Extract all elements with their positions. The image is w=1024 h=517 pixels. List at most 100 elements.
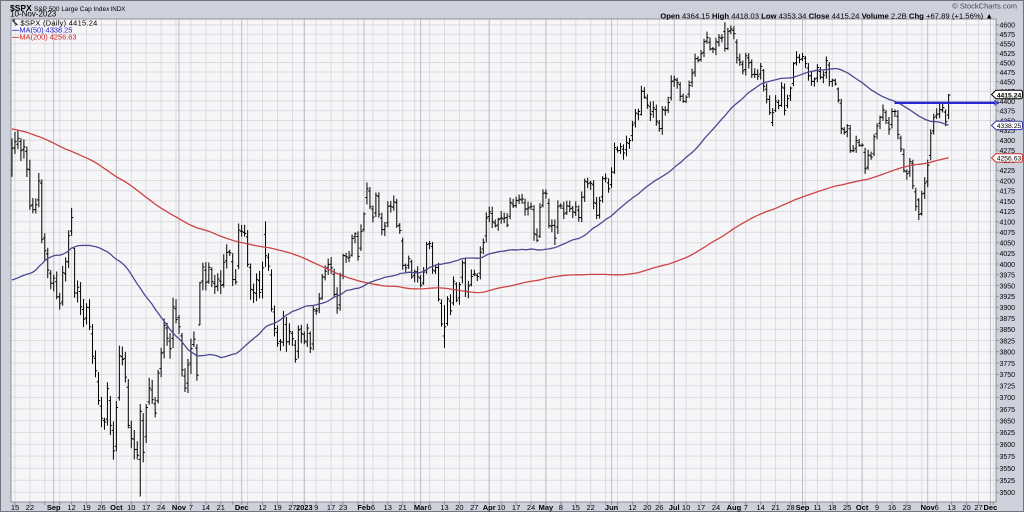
svg-text:3850: 3850 (1000, 327, 1016, 334)
svg-text:21: 21 (399, 503, 407, 512)
svg-text:3500: 3500 (1000, 490, 1016, 497)
svg-text:3625: 3625 (1000, 430, 1016, 437)
svg-text:19: 19 (273, 503, 281, 512)
svg-text:20: 20 (962, 503, 970, 512)
svg-text:20: 20 (455, 503, 463, 512)
svg-text:10: 10 (497, 503, 505, 512)
svg-text:May: May (539, 503, 554, 512)
svg-text:24: 24 (157, 503, 165, 512)
svg-text:Jun: Jun (605, 503, 619, 512)
svg-text:4100: 4100 (1000, 220, 1016, 227)
svg-text:4200: 4200 (1000, 178, 1016, 185)
svg-text:3725: 3725 (1000, 384, 1016, 391)
svg-text:11: 11 (814, 503, 822, 512)
svg-text:24: 24 (527, 503, 535, 512)
svg-text:16: 16 (888, 503, 896, 512)
svg-text:4338.25: 4338.25 (997, 123, 1022, 130)
svg-text:3525: 3525 (1000, 478, 1016, 485)
svg-text:20: 20 (643, 503, 651, 512)
svg-text:6: 6 (935, 503, 939, 512)
svg-text:26: 26 (97, 503, 105, 512)
svg-text:12: 12 (628, 503, 636, 512)
svg-text:7: 7 (189, 503, 193, 512)
svg-text:—MA(200) 4256.63: —MA(200) 4256.63 (12, 33, 77, 42)
svg-text:3775: 3775 (1000, 361, 1016, 368)
svg-text:9: 9 (314, 503, 318, 512)
svg-text:17: 17 (697, 503, 705, 512)
svg-text:Jul: Jul (669, 503, 680, 512)
svg-text:4325: 4325 (1000, 128, 1016, 135)
svg-text:$SPX (Daily) 4415.24: $SPX (Daily) 4415.24 (21, 19, 98, 28)
svg-text:10-Nov-2023: 10-Nov-2023 (10, 10, 57, 19)
svg-text:4175: 4175 (1000, 189, 1016, 196)
svg-text:4000: 4000 (1000, 262, 1016, 269)
svg-text:4256.63: 4256.63 (997, 156, 1022, 163)
svg-text:3800: 3800 (1000, 350, 1016, 357)
svg-text:4475: 4475 (1000, 70, 1016, 77)
svg-text:2023: 2023 (296, 503, 313, 512)
svg-text:Oct: Oct (856, 503, 869, 512)
svg-text:4150: 4150 (1000, 199, 1016, 206)
svg-text:4400: 4400 (1000, 99, 1016, 106)
svg-text:21: 21 (217, 503, 225, 512)
svg-text:3700: 3700 (1000, 395, 1016, 402)
svg-text:14: 14 (202, 503, 210, 512)
svg-text:13: 13 (947, 503, 955, 512)
svg-text:17: 17 (512, 503, 520, 512)
svg-text:Feb: Feb (357, 503, 371, 512)
svg-text:Nov: Nov (921, 503, 936, 512)
svg-text:13: 13 (384, 503, 392, 512)
svg-text:—MA(50) 4338.25: —MA(50) 4338.25 (12, 26, 72, 35)
svg-text:23: 23 (903, 503, 911, 512)
svg-text:12: 12 (258, 503, 266, 512)
svg-text:4075: 4075 (1000, 230, 1016, 237)
svg-text:17: 17 (327, 503, 335, 512)
svg-text:6: 6 (428, 503, 432, 512)
svg-text:21: 21 (771, 503, 779, 512)
svg-text:3825: 3825 (1000, 338, 1016, 345)
svg-text:Aug: Aug (727, 503, 742, 512)
svg-text:3925: 3925 (1000, 294, 1016, 301)
svg-text:17: 17 (142, 503, 150, 512)
svg-text:24: 24 (712, 503, 720, 512)
svg-text:3600: 3600 (1000, 442, 1016, 449)
svg-text:27: 27 (288, 503, 296, 512)
svg-text:9: 9 (875, 503, 879, 512)
svg-text:4415.24: 4415.24 (997, 92, 1022, 99)
svg-text:4225: 4225 (1000, 168, 1016, 175)
svg-text:6: 6 (371, 503, 375, 512)
svg-text:Nov: Nov (172, 503, 187, 512)
svg-text:Dec: Dec (235, 503, 249, 512)
svg-text:4025: 4025 (1000, 251, 1016, 258)
svg-text:3650: 3650 (1000, 418, 1016, 425)
svg-text:3950: 3950 (1000, 283, 1016, 290)
svg-text:10: 10 (127, 503, 135, 512)
svg-text:Sep: Sep (796, 503, 810, 512)
svg-text:© StockCharts.com: © StockCharts.com (952, 2, 1017, 11)
svg-text:S&P 500 Large Cap Index: S&P 500 Large Cap Index (34, 6, 110, 13)
svg-text:3675: 3675 (1000, 407, 1016, 414)
svg-text:7: 7 (744, 503, 748, 512)
svg-text:13: 13 (440, 503, 448, 512)
svg-text:4375: 4375 (1000, 109, 1016, 116)
svg-text:23: 23 (339, 503, 347, 512)
svg-text:10: 10 (682, 503, 690, 512)
svg-text:4500: 4500 (1000, 60, 1016, 67)
svg-text:4300: 4300 (1000, 138, 1016, 145)
svg-text:27: 27 (974, 503, 982, 512)
svg-text:4450: 4450 (1000, 79, 1016, 86)
svg-text:3750: 3750 (1000, 372, 1016, 379)
svg-text:14: 14 (757, 503, 765, 512)
svg-text:4125: 4125 (1000, 209, 1016, 216)
svg-text:26: 26 (655, 503, 663, 512)
svg-text:27: 27 (470, 503, 478, 512)
svg-text:Oct: Oct (110, 503, 123, 512)
svg-text:Mar: Mar (414, 503, 427, 512)
svg-text:4050: 4050 (1000, 241, 1016, 248)
svg-text:4525: 4525 (1000, 51, 1016, 58)
svg-text:Dec: Dec (984, 503, 998, 512)
svg-text:Sep: Sep (47, 503, 61, 512)
svg-text:Open 4364.15 High 4418.03 Lo: Open 4364.15 High 4418.03 Low 4353.34 Cl… (660, 12, 993, 21)
svg-text:19: 19 (82, 503, 90, 512)
svg-text:25: 25 (843, 503, 851, 512)
